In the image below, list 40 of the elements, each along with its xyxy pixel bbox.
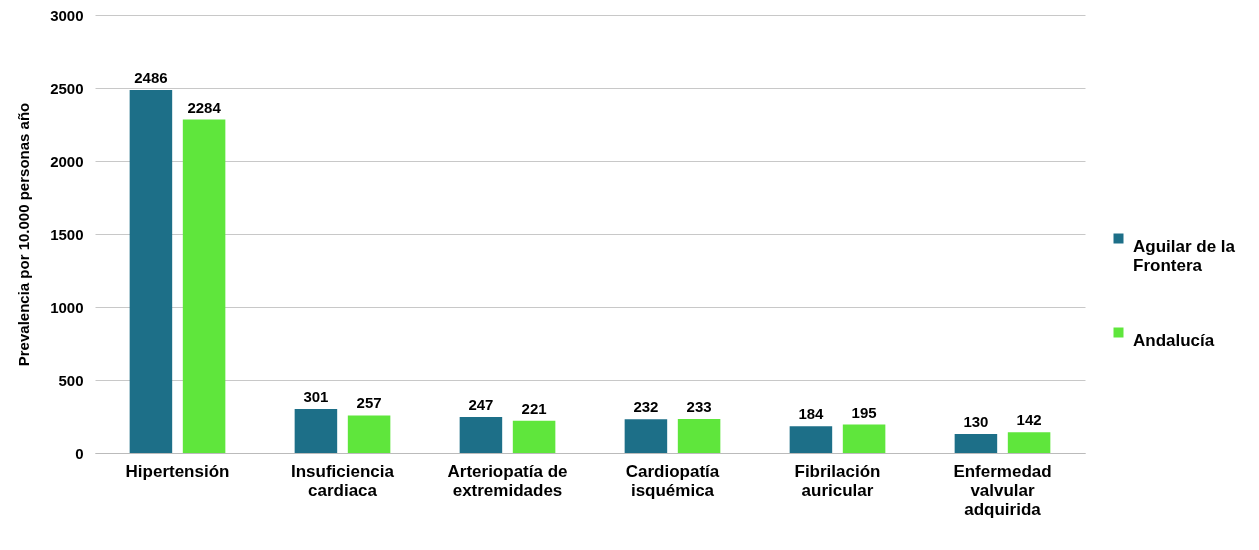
data-label: 247 [468, 395, 494, 413]
data-label: 233 [686, 397, 712, 415]
data-label: 2284 [187, 98, 222, 116]
bar [677, 418, 721, 453]
x-tick-label: Hipertensión [125, 461, 230, 481]
y-axis-title: Prevalencia por 10.000 personas año [15, 102, 33, 367]
y-tick-label: 1000 [50, 298, 84, 316]
y-tick-label: 0 [75, 444, 84, 462]
data-label: 184 [798, 405, 825, 423]
y-tick-label: 2000 [50, 152, 84, 170]
legend-label: Andalucía [1133, 330, 1215, 350]
x-tick-label: Cardiopatía isquémica [625, 461, 720, 500]
bar [129, 90, 173, 453]
data-label: 232 [633, 398, 659, 416]
bar [459, 416, 503, 453]
bar [1007, 432, 1051, 453]
data-label: 221 [521, 399, 547, 417]
x-tick-label: Fibrilación auricular [794, 461, 881, 500]
bar [182, 119, 226, 453]
bar [512, 420, 556, 453]
y-tick-label: 2500 [50, 79, 84, 97]
data-label: 301 [303, 388, 329, 406]
y-tick-label: 500 [58, 371, 84, 389]
y-tick-label: 3000 [50, 6, 84, 24]
x-tick-label: Arteriopatía de extremidades [447, 461, 568, 500]
x-tick-label: Enfermedad valvular adquirida [953, 461, 1052, 519]
bar [789, 426, 833, 453]
bar [842, 424, 886, 453]
y-tick-label: 1500 [50, 225, 84, 243]
data-label: 2486 [134, 69, 168, 87]
x-tick-label: Insuficiencia cardiaca [291, 461, 395, 500]
bar [347, 415, 391, 453]
data-label: 142 [1016, 411, 1042, 429]
bar [294, 409, 338, 453]
legend-label: Aguilar de la Frontera [1133, 236, 1236, 275]
data-label: 195 [851, 403, 877, 421]
bar [954, 434, 998, 453]
data-label: 130 [963, 413, 989, 431]
data-label: 257 [356, 394, 382, 412]
bar [624, 419, 668, 453]
